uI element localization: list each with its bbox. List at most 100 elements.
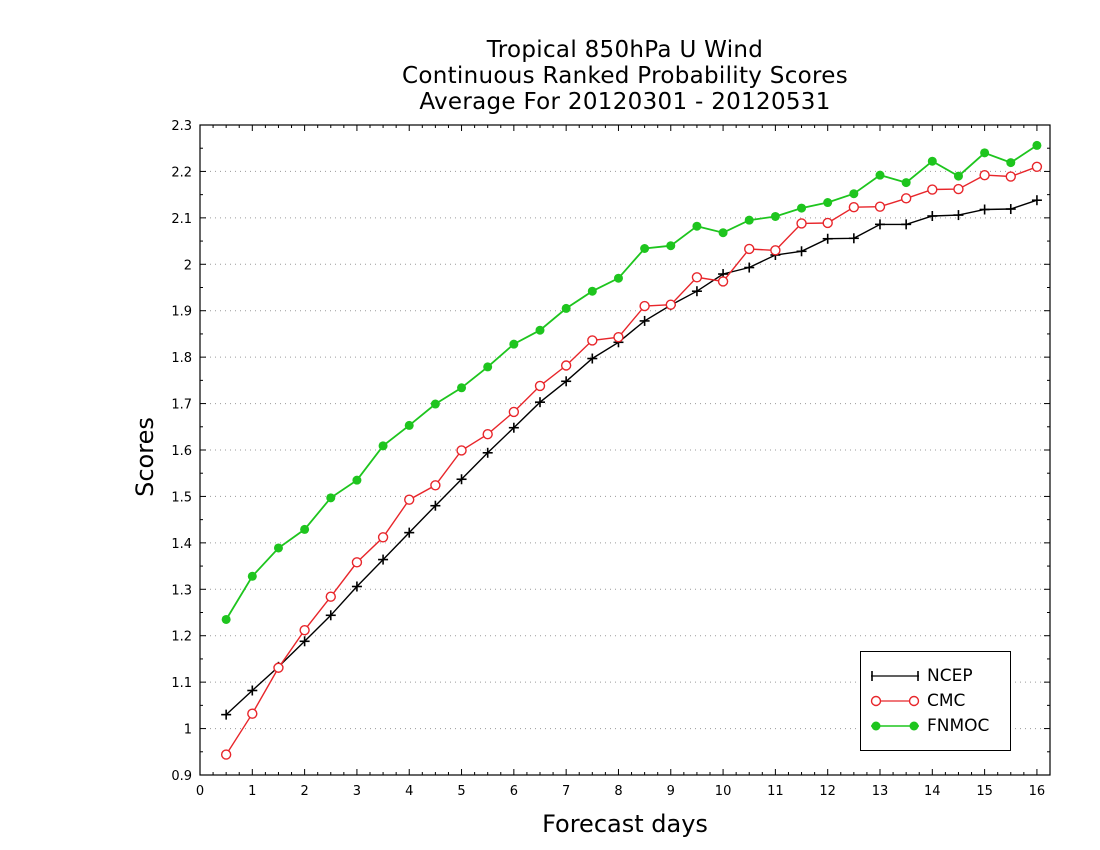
x-tick-label: 16 [1029,784,1046,799]
data-point-ncep [822,233,833,244]
data-point-fnmoc [273,543,283,553]
legend-item-fnmoc: FNMOC [861,714,1010,738]
x-tick-label: 9 [667,784,675,799]
data-point-fnmoc [980,148,990,158]
data-point-ncep [325,610,336,621]
data-point-cmc [404,494,415,505]
chart-title-line-3: Average For 20120301 - 20120531 [419,89,831,115]
data-point-fnmoc [247,571,257,581]
y-tick-label: 1.4 [171,537,192,552]
data-point-cmc [874,201,886,212]
x-tick-label: 11 [767,784,784,799]
data-point-fnmoc [561,303,571,313]
data-point-fnmoc [587,286,597,296]
x-tick-label: 8 [614,784,622,799]
y-tick-label: 1.3 [171,583,192,598]
data-point-fnmoc [1006,158,1016,168]
x-tick-label: 2 [300,784,308,799]
data-point-cmc [822,217,833,229]
data-point-cmc [534,380,546,392]
data-point-cmc [848,201,860,213]
data-point-cmc [900,193,912,204]
y-tick-label: 1.9 [171,305,192,320]
data-point-ncep [848,233,859,244]
x-tick-label: 5 [457,784,465,799]
data-point-ncep [404,527,415,538]
x-tick-label: 7 [562,784,570,799]
data-point-ncep [1031,195,1042,206]
data-point-fnmoc [509,339,519,349]
data-point-ncep [535,397,545,408]
x-tick-label: 12 [819,784,836,799]
y-tick-label: 1.1 [171,676,192,691]
data-point-ncep [639,315,650,326]
x-tick-label: 10 [715,784,732,799]
data-point-ncep [482,447,493,458]
data-point-cmc [744,243,755,255]
data-point-ncep [247,685,258,696]
legend-label-fnmoc: FNMOC [927,716,990,736]
x-tick-label: 14 [924,784,941,799]
chart-title-line-1: Tropical 850hPa U Wind [486,37,764,63]
data-point-fnmoc [875,170,885,180]
data-point-ncep [796,246,807,257]
data-point-cmc [299,624,310,636]
data-point-ncep [927,211,938,221]
data-point-cmc [796,218,807,229]
data-point-fnmoc [692,221,702,231]
x-tick-label: 13 [872,784,889,799]
data-point-cmc [351,557,363,568]
data-point-fnmoc [797,203,807,213]
data-point-cmc [953,183,964,195]
data-point-ncep [378,554,389,565]
data-point-cmc [717,276,729,287]
y-tick-label: 0.9 [171,769,192,784]
data-point-cmc [979,169,990,181]
series-line-ncep [225,199,1038,716]
data-point-ncep [875,219,885,230]
data-point-ncep [430,500,441,511]
data-point-fnmoc [718,228,728,238]
data-point-fnmoc [1032,140,1042,150]
data-point-fnmoc [823,198,833,208]
data-point-ncep [979,204,990,215]
legend-fnmoc-marker [871,721,919,731]
y-tick-label: 2.3 [171,119,192,134]
x-tick-label: 6 [510,784,518,799]
data-point-fnmoc [640,244,650,253]
data-point-cmc [377,532,389,543]
data-point-cmc [1005,171,1016,182]
data-point-cmc [430,480,441,491]
data-point-cmc [456,445,467,456]
data-point-cmc [665,299,676,310]
data-point-fnmoc [457,383,467,393]
series-lines [220,140,1043,760]
data-point-ncep [744,262,755,273]
data-point-fnmoc [404,420,414,430]
y-tick-label: 1.8 [171,351,192,366]
x-tick-label: 4 [405,784,413,799]
legend-label-ncep: NCEP [927,666,973,686]
y-axis-title: Scores [131,417,159,497]
data-point-fnmoc [535,325,545,335]
x-tick-label: 1 [248,784,256,799]
y-tick-label: 2 [184,258,192,273]
data-point-fnmoc [744,215,754,225]
data-point-cmc [508,406,520,418]
y-tick-label: 2.2 [171,165,192,180]
grid-lines [200,170,1050,730]
legend-ncep-marker [871,671,919,681]
x-tick-label: 3 [353,784,361,799]
data-point-cmc [220,749,232,760]
data-point-cmc [1031,161,1043,172]
legend-item-ncep: NCEP [861,664,1010,688]
data-point-ncep [561,376,572,387]
data-point-fnmoc [666,241,676,251]
x-axis-title: Forecast days [542,810,708,838]
data-point-ncep [953,210,964,221]
x-tick-label: 15 [976,784,993,799]
data-point-fnmoc [483,362,493,372]
data-point-fnmoc [300,524,310,534]
x-tick-label: 0 [196,784,204,799]
legend-item-cmc: CMC [861,689,1010,713]
